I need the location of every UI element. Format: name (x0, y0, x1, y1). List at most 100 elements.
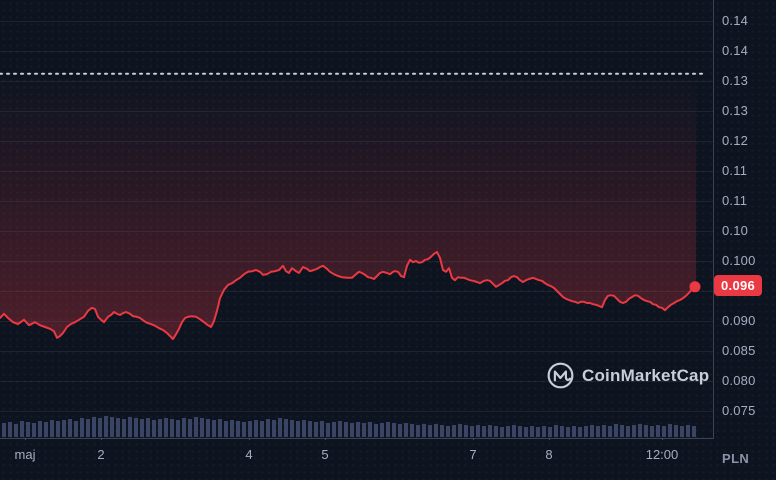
volume-bar (440, 425, 444, 437)
volume-bar (98, 418, 102, 437)
volume-bar (686, 425, 690, 437)
coinmarketcap-logo-icon (547, 362, 574, 389)
volume-bar (308, 421, 312, 437)
volume-bar (644, 425, 648, 437)
volume-bar (8, 422, 12, 437)
volume-bar (296, 421, 300, 437)
volume-bar (692, 426, 696, 437)
volume-bar (242, 422, 246, 437)
volume-bar (62, 420, 66, 437)
volume-bar (578, 427, 582, 437)
volume-bar (536, 427, 540, 437)
volume-bar (416, 425, 420, 437)
volume-bar (404, 423, 408, 437)
y-axis: 0.14 0.14 0.13 0.13 0.12 0.11 0.11 0.10 0.100 0.0… (714, 0, 776, 480)
volume-bar (680, 426, 684, 437)
volume-bar (470, 426, 474, 437)
volume-bar (584, 426, 588, 437)
volume-bar (2, 423, 6, 437)
y-axis-label: 0.085 (722, 343, 756, 358)
volume-bar (248, 421, 252, 437)
y-axis-label: 0.10 (722, 223, 749, 238)
volume-bar (398, 424, 402, 437)
volume-bar (302, 420, 306, 437)
volume-bar (122, 419, 126, 437)
volume-bar (68, 419, 72, 437)
y-axis-label: 0.14 (722, 13, 749, 28)
volume-bar (590, 425, 594, 437)
volume-bar (662, 426, 666, 437)
volume-bar (266, 419, 270, 437)
volume-bar (110, 417, 114, 437)
volume-bar (620, 425, 624, 437)
volume-bar (236, 421, 240, 437)
coinmarketcap-watermark: CoinMarketCap (547, 362, 709, 389)
volume-bar (452, 425, 456, 437)
volume-bar (260, 421, 264, 437)
x-axis-label: 12:00 (645, 447, 679, 462)
volume-bar (476, 425, 480, 437)
volume-bar (140, 419, 144, 437)
volume-bar (218, 419, 222, 437)
y-axis-label: 0.080 (722, 373, 756, 388)
volume-bar (428, 425, 432, 437)
volume-bar (128, 417, 132, 437)
volume-bar (254, 420, 258, 437)
chart-plot-area[interactable]: CoinMarketCap (0, 0, 714, 440)
volume-bar (272, 420, 276, 437)
volume-bar (134, 418, 138, 437)
volume-bar (176, 420, 180, 437)
volume-bar (374, 424, 378, 437)
volume-bar (524, 427, 528, 437)
volume-bar (188, 419, 192, 437)
volume-bar (104, 416, 108, 437)
volume-bar (386, 422, 390, 437)
x-axis: maj 2 4 5 7 8 12:00 (0, 440, 714, 480)
volume-bar (596, 426, 600, 437)
volume-bar (368, 422, 372, 437)
price-area-fill (0, 76, 696, 339)
current-price-dot (689, 281, 701, 293)
volume-bar (422, 424, 426, 437)
volume-bar (656, 425, 660, 437)
volume-bar (80, 418, 84, 437)
x-axis-label: 2 (97, 447, 105, 462)
volume-bar (20, 421, 24, 437)
y-axis-label: 0.14 (722, 43, 749, 58)
volume-bar (230, 420, 234, 437)
volume-bar (32, 423, 36, 437)
volume-bar (38, 421, 42, 437)
volume-bar (152, 420, 156, 437)
x-axis-label: 4 (245, 447, 253, 462)
volume-bar (314, 422, 318, 437)
volume-bar (632, 425, 636, 437)
volume-bar (488, 425, 492, 437)
volume-bar (530, 426, 534, 437)
volume-bar (392, 423, 396, 437)
volume-bar (638, 424, 642, 437)
volume-bar (482, 426, 486, 437)
volume-bar (614, 424, 618, 437)
volume-bar (320, 421, 324, 437)
volume-bar (344, 422, 348, 437)
volume-bar (278, 418, 282, 437)
y-axis-label: 0.075 (722, 403, 756, 418)
volume-bar (212, 420, 216, 437)
volume-bar (560, 426, 564, 437)
y-axis-label: 0.090 (722, 313, 756, 328)
volume-bar (446, 426, 450, 437)
volume-bar (50, 420, 54, 437)
y-axis-label: 0.12 (722, 133, 749, 148)
x-axis-label: maj (14, 447, 36, 462)
volume-bar (44, 422, 48, 437)
volume-bar (284, 419, 288, 437)
volume-bar (572, 426, 576, 437)
x-axis-label: 8 (545, 447, 553, 462)
volume-bar (674, 425, 678, 437)
volume-bar (164, 418, 168, 437)
volume-bar (626, 426, 630, 437)
volume-bar (500, 427, 504, 437)
volume-bar (542, 426, 546, 437)
x-axis-label: 5 (321, 447, 329, 462)
